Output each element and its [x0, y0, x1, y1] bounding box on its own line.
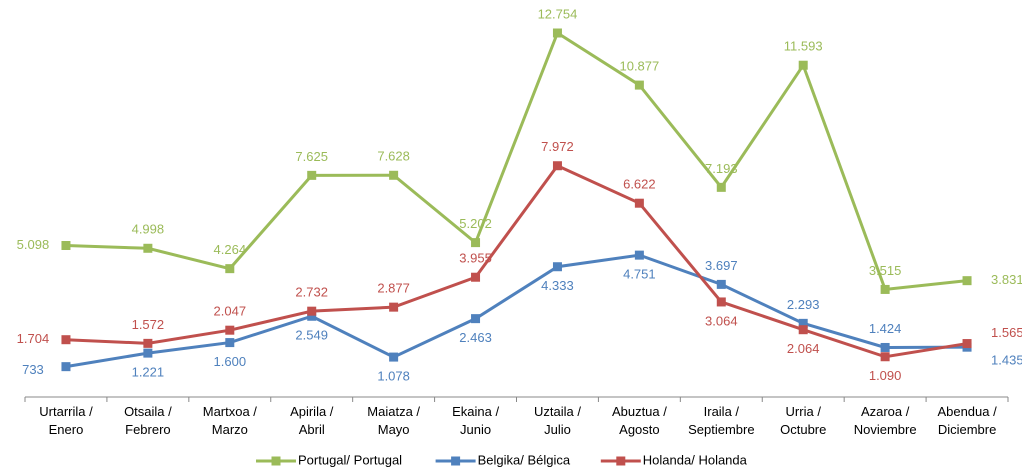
data-point — [143, 348, 153, 358]
data-point — [634, 198, 644, 208]
x-tick-label: Uztaila / Julio — [534, 404, 581, 437]
data-label: 4.333 — [541, 278, 574, 293]
data-label: 1.565 — [991, 325, 1022, 340]
data-point — [61, 362, 71, 372]
data-label: 1.424 — [869, 321, 902, 336]
data-point — [307, 306, 317, 316]
data-point — [61, 240, 71, 250]
series-line — [65, 163, 968, 359]
data-point — [798, 325, 808, 335]
data-label: 10.877 — [619, 59, 659, 74]
data-label: 4.998 — [132, 222, 165, 237]
data-label: 2.549 — [295, 328, 328, 343]
data-point — [143, 243, 153, 253]
data-point — [389, 170, 399, 180]
data-label: 6.622 — [623, 177, 656, 192]
data-point — [471, 314, 481, 324]
data-label: 2.732 — [295, 285, 328, 300]
data-label: 3.697 — [705, 258, 738, 273]
data-point — [61, 335, 71, 345]
data-point — [552, 28, 562, 38]
data-point — [552, 262, 562, 272]
data-label: 2.463 — [459, 330, 492, 345]
data-point — [225, 325, 235, 335]
data-label: 1.078 — [377, 369, 410, 384]
data-label: 733 — [22, 362, 44, 377]
x-tick-label: Otsaila / Febrero — [124, 404, 172, 437]
data-label: 7.972 — [541, 139, 574, 154]
data-point — [716, 279, 726, 289]
data-point — [225, 264, 235, 274]
data-point — [962, 339, 972, 349]
data-point — [634, 80, 644, 90]
legend-label: Portugal/ Portugal — [298, 452, 402, 467]
data-label: 7.193 — [705, 161, 738, 176]
x-tick-label: Abuztua / Agosto — [611, 404, 667, 437]
data-point — [634, 250, 644, 260]
data-point — [389, 352, 399, 362]
x-tick-label: Iraila / Septiembre — [688, 404, 755, 437]
data-label: 11.593 — [784, 39, 823, 54]
legend-label: Belgika/ Bélgica — [478, 452, 571, 467]
data-label: 1.600 — [214, 354, 247, 369]
data-point — [143, 338, 153, 348]
data-label: 2.064 — [787, 341, 820, 356]
data-point — [307, 311, 317, 321]
data-point — [880, 352, 890, 362]
data-point — [716, 297, 726, 307]
data-label: 4.264 — [214, 242, 247, 257]
data-point — [798, 60, 808, 70]
data-label: 7.625 — [295, 149, 328, 164]
data-point — [798, 318, 808, 328]
data-label: 3.515 — [869, 263, 902, 278]
x-tick-label: Martxoa / Marzo — [202, 404, 257, 437]
data-label: 2.877 — [377, 281, 410, 296]
data-point — [471, 238, 481, 248]
data-label: 1.221 — [132, 365, 165, 380]
x-tick-label: Apirila / Abril — [290, 404, 334, 437]
data-label: 1.090 — [869, 368, 902, 383]
x-tick-label: Abendua / Diciembre — [937, 404, 997, 437]
data-label: 5.098 — [17, 237, 50, 252]
series-line — [65, 30, 968, 292]
x-tick-label: Urtarrila / Enero — [39, 404, 93, 437]
legend-marker — [271, 456, 281, 466]
x-tick-label: Urria / Octubre — [780, 404, 827, 437]
data-point — [880, 284, 890, 294]
data-point — [389, 302, 399, 312]
data-label: 3.955 — [459, 251, 492, 266]
data-point — [471, 272, 481, 282]
data-point — [880, 342, 890, 352]
data-point — [552, 161, 562, 171]
data-point — [225, 338, 235, 348]
legend-marker — [451, 456, 461, 466]
data-label: 5.202 — [459, 216, 492, 231]
legend-label: Holanda/ Holanda — [643, 452, 748, 467]
data-point — [716, 182, 726, 192]
data-label: 3.831 — [991, 272, 1022, 287]
data-label: 2.047 — [214, 304, 247, 319]
data-label: 4.751 — [623, 267, 656, 282]
data-label: 1.435 — [991, 353, 1022, 368]
data-label: 3.064 — [705, 313, 738, 328]
data-point — [962, 276, 972, 286]
series-line — [65, 253, 968, 369]
data-label: 12.754 — [538, 6, 578, 21]
legend-marker — [616, 456, 626, 466]
data-label: 1.704 — [17, 331, 50, 346]
x-tick-label: Azaroa / Noviembre — [853, 404, 917, 437]
x-tick-label: Maiatza / Mayo — [367, 404, 421, 437]
data-label: 7.628 — [377, 149, 410, 164]
data-label: 2.293 — [787, 297, 820, 312]
data-label: 1.572 — [132, 317, 165, 332]
x-tick-label: Ekaina / Junio — [452, 404, 500, 437]
data-point — [307, 170, 317, 180]
